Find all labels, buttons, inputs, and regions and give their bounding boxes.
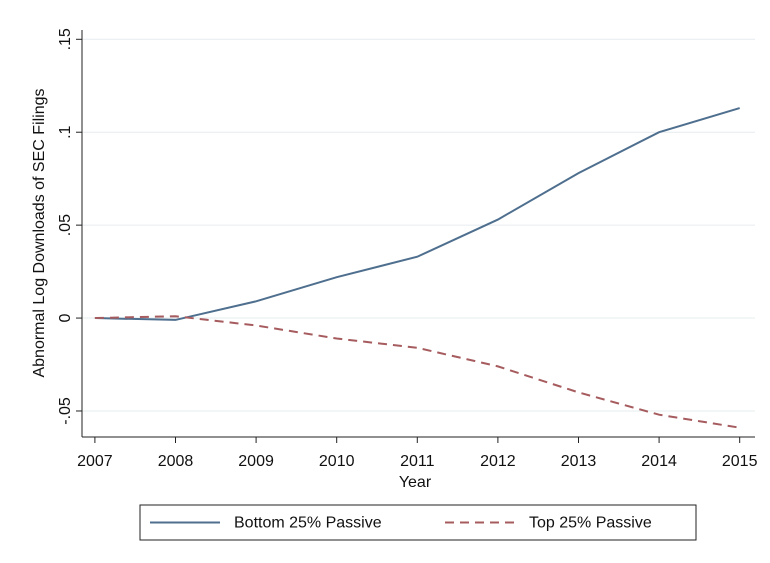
x-tick-label: 2011	[400, 453, 435, 470]
x-tick-label: 2012	[480, 453, 516, 470]
y-axis-label: Abnormal Log Downloads of SEC Filings	[31, 88, 48, 377]
y-tick-label: .05	[57, 214, 74, 236]
y-tick-label: 0	[57, 314, 74, 323]
y-tick-label: -.05	[57, 397, 74, 425]
x-tick-label: 2007	[77, 453, 113, 470]
x-tick-label: 2010	[319, 453, 355, 470]
y-tick-label: .1	[57, 125, 74, 138]
x-axis-label: Year	[399, 474, 432, 491]
legend-box	[139, 504, 697, 541]
series-line	[94, 315, 740, 429]
series-line	[94, 107, 740, 321]
legend-label: Top 25% Passive	[529, 515, 652, 532]
x-tick-label: 2008	[158, 453, 194, 470]
x-tick-label: 2015	[722, 453, 758, 470]
x-tick-label: 2014	[641, 453, 677, 470]
x-tick-label: 2009	[238, 453, 274, 470]
x-tick-label: 2013	[561, 453, 597, 470]
y-tick-label: .15	[57, 28, 74, 50]
legend-label: Bottom 25% Passive	[234, 515, 382, 532]
